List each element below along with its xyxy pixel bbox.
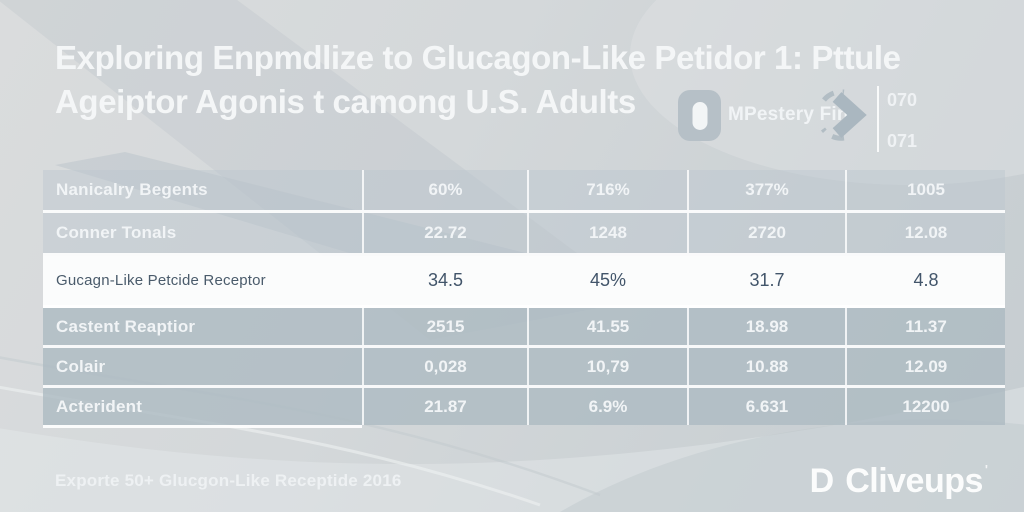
meta-label: MPestery Fint bbox=[728, 104, 856, 125]
row-value: 12.09 bbox=[845, 348, 1005, 385]
row-value: 31.7 bbox=[687, 256, 845, 305]
table-row: Nanicalry Begents 60% 716% 377% 1005 bbox=[43, 170, 1005, 213]
row-value: 377% bbox=[687, 170, 845, 210]
brand-logo-name: Cliveups bbox=[845, 462, 983, 500]
sync-chevron-icon bbox=[820, 89, 867, 141]
row-label: Acterident bbox=[56, 396, 143, 416]
row-value: 2720 bbox=[687, 213, 845, 253]
meta-value-bottom: 071 bbox=[887, 131, 918, 151]
pill-badge-slot bbox=[692, 101, 707, 130]
meta-value-top: 070 bbox=[887, 90, 918, 110]
row-value: 41.55 bbox=[527, 308, 687, 345]
row-label: Castent Reaptior bbox=[56, 316, 196, 336]
row-value: 2515 bbox=[362, 308, 527, 345]
page-title: Exploring Enpmdlize to Glucagon-Like Pet… bbox=[55, 36, 915, 124]
brand-logo-mark: D bbox=[809, 462, 835, 500]
row-value: 21.87 bbox=[362, 388, 527, 425]
brand-trademark-tick: ' bbox=[984, 462, 988, 477]
row-value: 0,028 bbox=[362, 348, 527, 385]
row-value: 6.9% bbox=[527, 388, 687, 425]
row-value: 10.88 bbox=[687, 348, 845, 385]
source-note: Exporte 50+ Glucgon-Like Receptide 2016 bbox=[55, 471, 402, 490]
row-label: Colair bbox=[56, 356, 106, 376]
table-row-highlighted: Gucagn-Like Petcide Receptor 34.5 45% 31… bbox=[43, 256, 1005, 308]
meta-divider bbox=[877, 86, 879, 152]
page-title-line-1: Exploring Enpmdlize to Glucagon-Like Pet… bbox=[55, 39, 901, 76]
table-row: Colair 0,028 10,79 10.88 12.09 bbox=[43, 348, 1005, 388]
row-value: 4.8 bbox=[845, 256, 1005, 305]
row-label: Conner Tonals bbox=[56, 223, 177, 242]
page-title-line-2: Ageiptor Agonis t camong U.S. Adults bbox=[55, 83, 636, 120]
row-value: 716% bbox=[527, 170, 687, 210]
table-row: Conner Tonals 22.72 1248 2720 12.08 bbox=[43, 213, 1005, 256]
row-value: 11.37 bbox=[845, 308, 1005, 345]
table-row: Acterident 21.87 6.9% 6.631 12200 bbox=[43, 388, 1005, 425]
row-value: 34.5 bbox=[362, 256, 527, 305]
brand-logo: D Cliveups ' bbox=[810, 462, 988, 501]
row-value: 6.631 bbox=[687, 388, 845, 425]
row-value: 18.98 bbox=[687, 308, 845, 345]
row-value: 12.08 bbox=[845, 213, 1005, 253]
row-label-text: Gucagn-Like Petcide Receptor bbox=[56, 271, 266, 289]
row-value: 1248 bbox=[527, 213, 687, 253]
row-value: 45% bbox=[527, 256, 687, 305]
label-column-underline bbox=[43, 425, 362, 428]
row-value: 60% bbox=[362, 170, 527, 210]
row-value: 22.72 bbox=[362, 213, 527, 253]
row-value: 12200 bbox=[845, 388, 1005, 425]
row-value: 1005 bbox=[845, 170, 1005, 210]
row-value: 10,79 bbox=[527, 348, 687, 385]
pill-badge-icon bbox=[678, 90, 721, 141]
row-label: Nanicalry Begents bbox=[56, 180, 208, 199]
row-label: Gucagn-Like Petcide Receptor bbox=[43, 256, 362, 305]
data-table: Nanicalry Begents 60% 716% 377% 1005 Con… bbox=[43, 170, 1005, 425]
table-row: Castent Reaptior 2515 41.55 18.98 11.37 bbox=[43, 308, 1005, 348]
